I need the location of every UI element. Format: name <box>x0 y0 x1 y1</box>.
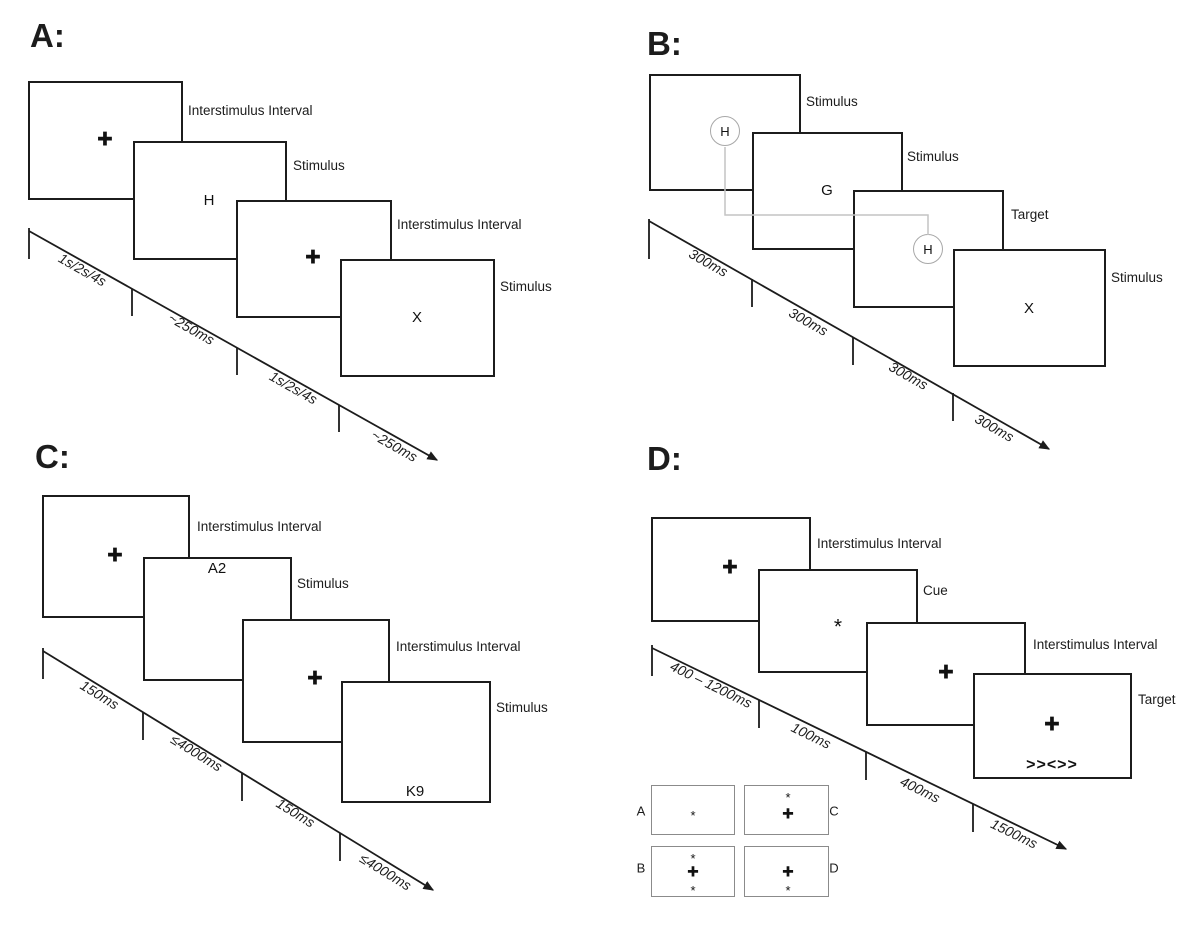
duration-label: ~250ms <box>166 309 218 348</box>
duration-label: 300ms <box>686 245 730 280</box>
fixation-cross: ✚ <box>107 545 123 567</box>
fixation-cross: ✚ <box>938 662 954 684</box>
screen-label: Stimulus <box>907 149 959 164</box>
cue-asterisk: * <box>690 808 696 824</box>
letter-number-pair: A2 <box>207 560 227 578</box>
screen-label: Stimulus <box>806 94 858 109</box>
duration-label: 400ms <box>898 773 943 806</box>
screen-label: Interstimulus Interval <box>197 519 322 534</box>
duration-label: ≤4000ms <box>357 850 414 894</box>
duration-label: 150ms <box>274 795 318 831</box>
cue-legend-box-d <box>744 846 829 897</box>
duration-label: 300ms <box>786 304 830 339</box>
screen-box-a1 <box>28 81 183 200</box>
duration-label: ~250ms <box>369 426 421 465</box>
screen-label: Interstimulus Interval <box>1033 637 1158 652</box>
panel-b-title: B: <box>647 25 682 62</box>
screen-label: Target <box>1011 207 1049 222</box>
duration-label: 300ms <box>972 410 1016 445</box>
cue-legend-label-b: B <box>636 860 646 876</box>
duration-label: 1500ms <box>988 815 1040 851</box>
screen-label: Interstimulus Interval <box>817 536 942 551</box>
letter-stimulus: G <box>821 182 833 200</box>
fixation-cross: ✚ <box>687 863 699 880</box>
cue-asterisk: * <box>690 851 696 867</box>
cue-asterisk: * <box>785 790 791 806</box>
cue-legend-label-d: D <box>829 860 839 876</box>
fixation-cross: ✚ <box>305 247 321 269</box>
screen-label: Stimulus <box>293 158 345 173</box>
letter-stimulus: X <box>1023 300 1035 318</box>
panel-c-title: C: <box>35 438 70 475</box>
cue-legend-label-c: C <box>829 803 839 819</box>
cue-asterisk: * <box>785 883 791 899</box>
duration-label: 100ms <box>789 719 834 752</box>
duration-label: 150ms <box>78 677 122 713</box>
cue-legend-box-b <box>651 846 735 897</box>
cue-asterisk: * <box>690 883 696 899</box>
screen-label: Stimulus <box>496 700 548 715</box>
fixation-cross: ✚ <box>307 668 323 690</box>
screen-label: Stimulus <box>297 576 349 591</box>
circle-letter: H <box>720 123 730 139</box>
screen-label: Cue <box>923 583 948 598</box>
fixation-cross: ✚ <box>97 129 113 151</box>
letter-number-pair: K9 <box>405 783 425 801</box>
circle-letter: H <box>923 241 933 257</box>
circled-letter-stimulus: H <box>710 116 740 146</box>
screen-label: Stimulus <box>1111 270 1163 285</box>
panel-a-title: A: <box>30 17 65 54</box>
fixation-cross: ✚ <box>722 557 738 579</box>
duration-label: ≤4000ms <box>168 731 225 775</box>
fixation-cross: ✚ <box>1044 714 1060 736</box>
cue-asterisk: * <box>833 615 843 639</box>
duration-label: 1s/2s/4s <box>56 250 109 290</box>
fixation-cross: ✚ <box>782 805 794 822</box>
duration-label: 300ms <box>886 358 930 393</box>
fixation-cross: ✚ <box>782 863 794 880</box>
screen-label: Target <box>1138 692 1176 707</box>
cue-legend-label-a: A <box>636 803 646 819</box>
panel-d-title: D: <box>647 440 682 477</box>
letter-stimulus: X <box>411 309 423 327</box>
circled-letter-target: H <box>913 234 943 264</box>
screen-label: Interstimulus Interval <box>397 217 522 232</box>
letter-stimulus: H <box>203 192 215 210</box>
duration-label: 1s/2s/4s <box>267 368 320 408</box>
screen-label: Interstimulus Interval <box>396 639 521 654</box>
screen-label: Stimulus <box>500 279 552 294</box>
screen-label: Interstimulus Interval <box>188 103 313 118</box>
duration-label: 400 – 1200ms <box>668 658 755 711</box>
flanker-arrows: >><>> <box>1026 756 1078 774</box>
